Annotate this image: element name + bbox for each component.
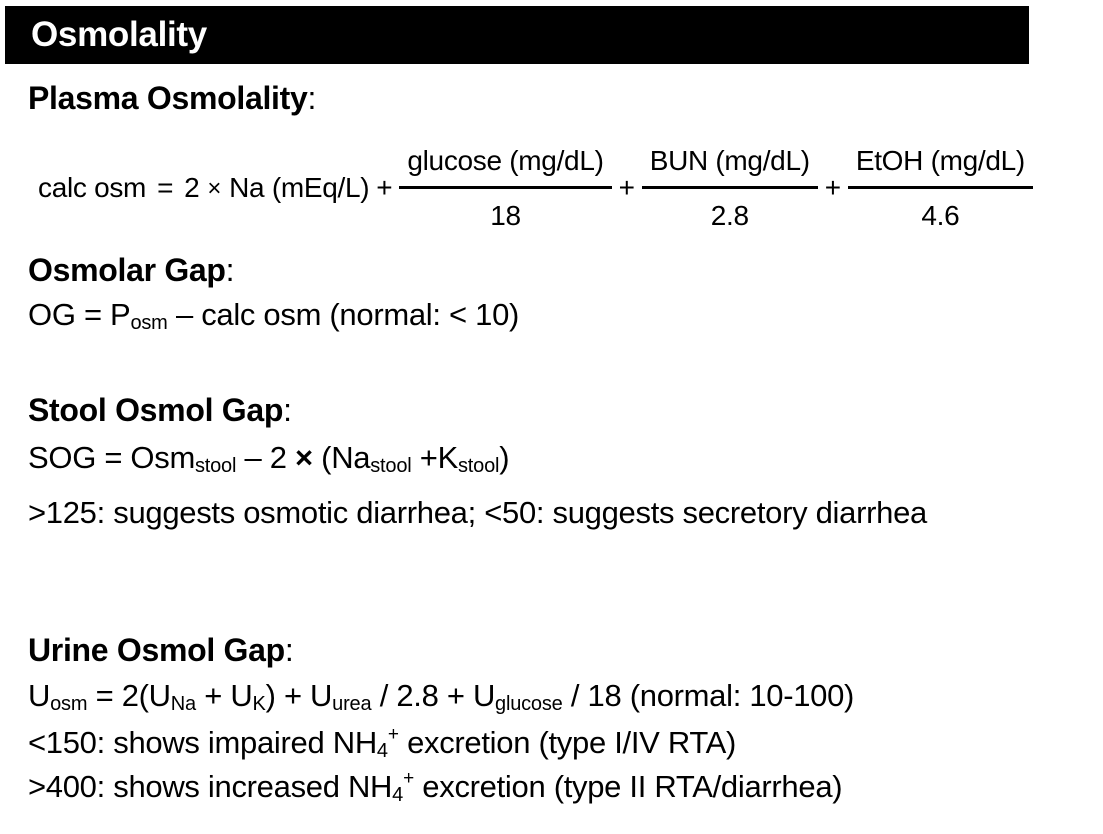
sog-text-2: – 2 [236, 440, 296, 475]
uog-text-5: / 2.8 + U [371, 678, 496, 713]
urine-note2-text-1: >400: shows increased NH [28, 769, 393, 804]
bun-numerator: BUN (mg/dL) [641, 145, 818, 189]
urine-osmol-gap-formula: Uosm = 2(UNa + UK) + Uurea / 2.8 + Ugluc… [28, 678, 854, 716]
plasma-heading-text: Plasma Osmolality [28, 80, 308, 116]
osmolar-gap-formula: OG = Posm – calc osm (normal: < 10) [28, 297, 519, 335]
nh4-plus-superscript-1: + [387, 724, 399, 745]
eq-lhs: calc osm [38, 172, 147, 203]
bun-fraction: BUN (mg/dL) 2.8 [641, 145, 818, 232]
page-title: Osmolality [31, 15, 207, 54]
stool-gap-interpretation: >125: suggests osmotic diarrhea; <50: su… [28, 490, 978, 535]
sog-text-1: SOG = Osm [28, 440, 195, 475]
glucose-fraction: glucose (mg/dL) 18 [399, 145, 612, 232]
urine-note1-text-1: <150: shows impaired NH [28, 725, 377, 760]
nh4-subscript-2: 4 [392, 784, 404, 806]
sog-text-3: (Na [312, 440, 371, 475]
plus-sign-1: + [376, 172, 393, 203]
osmolar-gap-heading-text: Osmolar Gap [28, 252, 226, 288]
uog-sub-na: Na [170, 693, 196, 715]
uog-text-6: / 18 (normal: 10-100) [562, 678, 855, 713]
stool-note-text: >125: suggests osmotic diarrhea; <50: su… [28, 495, 927, 530]
urine-heading-colon: : [284, 632, 294, 668]
plus-sign-3: + [824, 172, 841, 203]
urine-gap-interpretation-low: <150: shows impaired NH4+ excretion (typ… [28, 724, 736, 763]
uog-text-3: + U [195, 678, 253, 713]
plasma-heading-colon: : [307, 80, 317, 116]
sog-text-4: +K [411, 440, 458, 475]
urine-gap-interpretation-high: >400: shows increased NH4+ excretion (ty… [28, 768, 843, 807]
stool-osmol-gap-formula: SOG = Osmstool – 2 × (Nastool +Kstool) [28, 440, 510, 478]
bun-denominator: 2.8 [710, 199, 749, 231]
uog-sub-glucose: glucose [495, 693, 563, 715]
uog-text-2: = 2(U [87, 678, 171, 713]
glucose-denominator: 18 [490, 199, 521, 231]
uog-text-1: U [28, 678, 51, 713]
osmolar-gap-heading-colon: : [225, 252, 235, 288]
og-sub-osm: osm [130, 312, 168, 334]
osmolar-gap-heading: Osmolar Gap: [28, 252, 235, 289]
nh4-subscript-1: 4 [376, 740, 388, 762]
eq-sodium-term: Na (mEq/L) [229, 172, 370, 203]
urine-note2-text-2: excretion (type II RTA/diarrhea) [413, 769, 843, 804]
sog-text-5: ) [499, 440, 510, 475]
etoh-fraction: EtOH (mg/dL) 4.6 [847, 145, 1033, 232]
stool-heading-text: Stool Osmol Gap [28, 392, 284, 428]
plus-sign-2: + [618, 172, 635, 203]
uog-sub-urea: urea [332, 693, 372, 715]
uog-sub-osm: osm [50, 693, 88, 715]
uog-text-4: ) + U [265, 678, 333, 713]
stool-heading-colon: : [283, 392, 292, 428]
glucose-numerator: glucose (mg/dL) [399, 145, 612, 189]
eq-coefficient: 2 [184, 172, 200, 203]
multiply-sign: × [207, 175, 222, 202]
urine-heading-text: Urine Osmol Gap [28, 632, 285, 668]
etoh-numerator: EtOH (mg/dL) [847, 145, 1033, 189]
plasma-osmolality-heading: Plasma Osmolality: [28, 80, 316, 117]
etoh-denominator: 4.6 [921, 199, 960, 231]
sog-sub-stool-2: stool [370, 455, 412, 477]
sog-multiply-sign: × [295, 440, 313, 475]
urine-osmol-gap-heading: Urine Osmol Gap: [28, 632, 294, 669]
og-text-1: OG = P [28, 297, 131, 332]
section-title-bar: Osmolality [5, 6, 1029, 64]
calc-osm-equation: calc osm = 2 × Na (mEq/L) + glucose (mg/… [38, 132, 1083, 244]
nh4-plus-superscript-2: + [403, 768, 414, 789]
og-text-2: – calc osm (normal: < 10) [167, 297, 520, 332]
sog-sub-stool-3: stool [457, 455, 500, 477]
stool-osmol-gap-heading: Stool Osmol Gap: [28, 392, 292, 429]
uog-sub-k: K [252, 693, 266, 715]
eq-equals: = [157, 172, 174, 203]
sog-sub-stool-1: stool [194, 455, 237, 477]
urine-note1-text-2: excretion (type I/IV RTA) [398, 725, 737, 760]
